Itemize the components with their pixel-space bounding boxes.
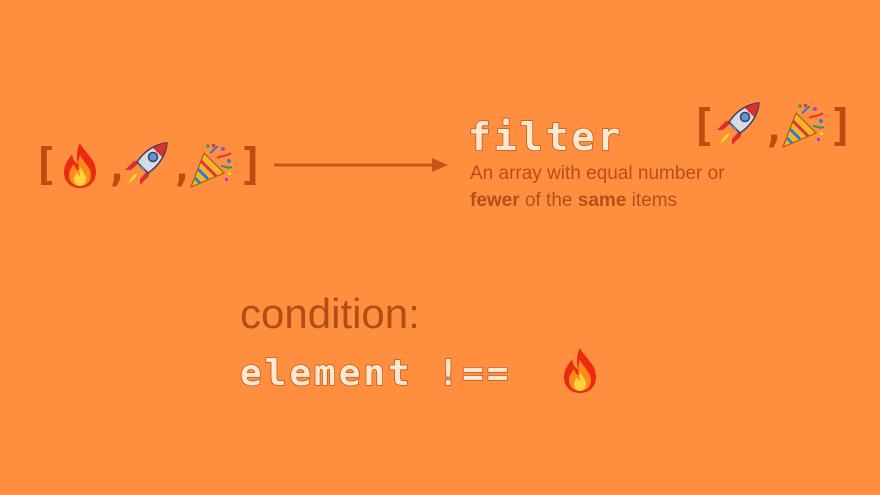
output-separator: ,	[762, 106, 787, 152]
output-open-bracket: [	[690, 100, 717, 151]
description-line-1: An array with equal number or	[470, 163, 725, 184]
rocket-icon	[714, 100, 762, 148]
input-separator: ,	[170, 145, 195, 191]
arrow-right-icon	[272, 155, 452, 175]
rocket-icon	[122, 140, 170, 188]
party-popper-icon	[187, 142, 235, 190]
fire-icon	[558, 346, 602, 394]
method-description: An array with equal number or fewer of t…	[470, 160, 725, 214]
party-popper-icon	[779, 102, 827, 150]
condition-expression: element !==	[239, 353, 512, 394]
method-name: filter	[467, 115, 624, 159]
fire-icon	[58, 141, 102, 189]
description-emphasis-fewer: fewer	[470, 190, 520, 211]
input-separator: ,	[105, 145, 130, 191]
description-text: items	[626, 190, 678, 211]
description-emphasis-same: same	[577, 190, 627, 211]
input-open-bracket: [	[32, 139, 59, 190]
condition-label: condition:	[240, 290, 420, 337]
input-array: [ , , ]	[30, 140, 270, 192]
output-array: [ , ]	[688, 100, 868, 152]
input-close-bracket: ]	[238, 139, 265, 190]
output-close-bracket: ]	[828, 100, 855, 151]
description-text: of the	[519, 190, 578, 211]
description-line-2: fewer of the same items	[470, 187, 725, 214]
